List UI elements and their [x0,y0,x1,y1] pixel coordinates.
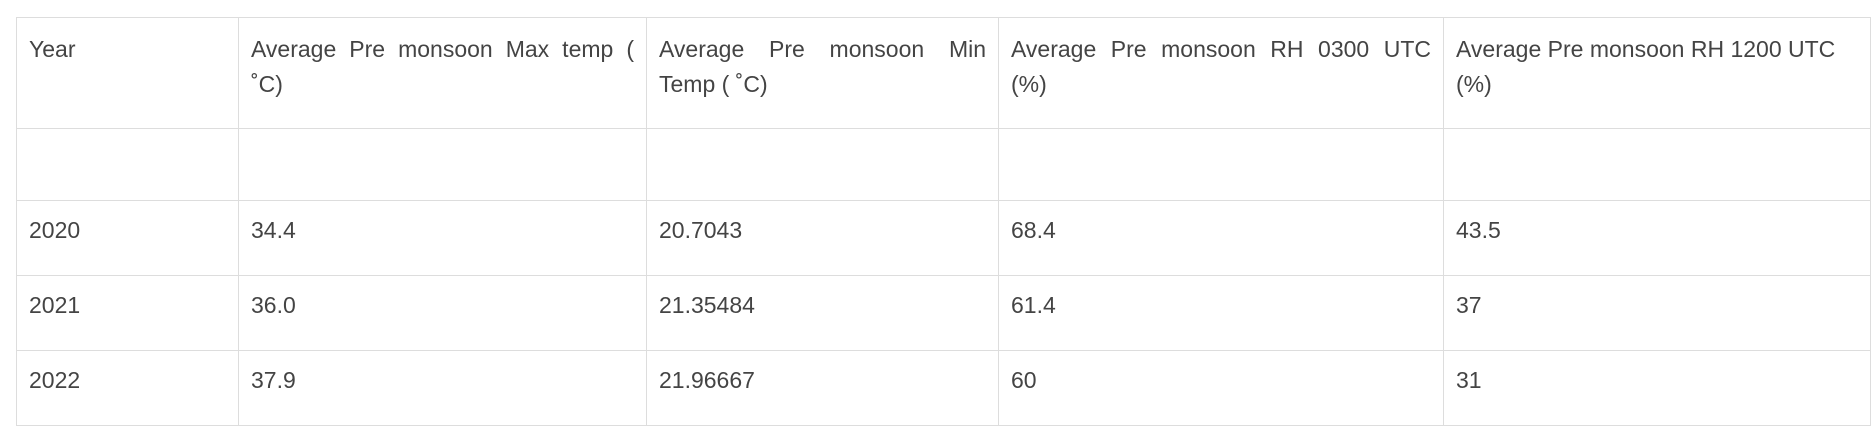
header-max-temp: Average Pre monsoon Max temp ( ˚C) [238,17,647,129]
table-row-empty [16,128,1871,201]
cell-min-temp: 21.96667 [646,350,999,426]
cell-rh-0300: 60 [998,350,1444,426]
table-row: 2021 36.0 21.35484 61.4 37 [16,275,1871,351]
table-cell [998,128,1444,201]
cell-min-temp: 21.35484 [646,275,999,351]
cell-max-temp: 36.0 [238,275,647,351]
cell-max-temp: 37.9 [238,350,647,426]
table-row: 2022 37.9 21.96667 60 31 [16,350,1871,426]
header-min-temp: Average Pre monsoon Min Temp ( ˚C) [646,17,999,129]
cell-rh-0300: 61.4 [998,275,1444,351]
cell-rh-1200: 43.5 [1443,200,1871,276]
header-rh-0300: Average Pre monsoon RH 0300 UTC (%) [998,17,1444,129]
table-cell [1443,128,1871,201]
cell-min-temp: 20.7043 [646,200,999,276]
table-cell [238,128,647,201]
cell-rh-1200: 37 [1443,275,1871,351]
table-cell [646,128,999,201]
cell-rh-1200: 31 [1443,350,1871,426]
table-row: 2020 34.4 20.7043 68.4 43.5 [16,200,1871,276]
cell-max-temp: 34.4 [238,200,647,276]
header-year: Year [16,17,239,129]
cell-year: 2020 [16,200,239,276]
header-rh-1200: Average Pre monsoon RH 1200 UTC (%) [1443,17,1871,129]
cell-year: 2022 [16,350,239,426]
cell-year: 2021 [16,275,239,351]
cell-rh-0300: 68.4 [998,200,1444,276]
data-table-container: Year Average Pre monsoon Max temp ( ˚C) … [16,17,1871,426]
table-cell [16,128,239,201]
pre-monsoon-table: Year Average Pre monsoon Max temp ( ˚C) … [16,17,1871,426]
table-header-row: Year Average Pre monsoon Max temp ( ˚C) … [16,17,1871,129]
